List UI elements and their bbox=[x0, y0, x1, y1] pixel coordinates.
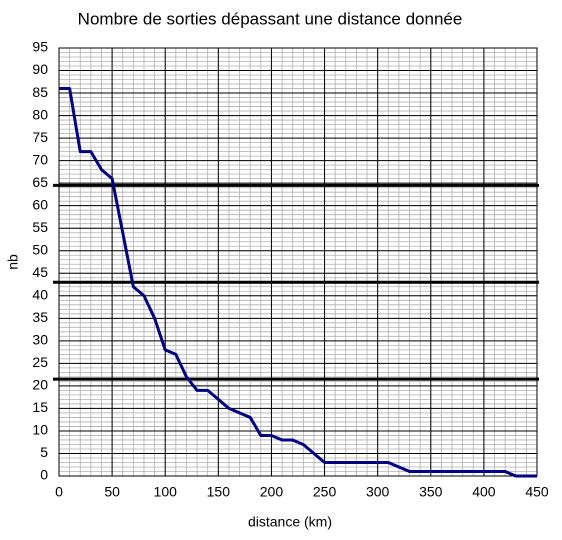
y-tick-label: 80 bbox=[32, 106, 48, 122]
x-tick-label: 100 bbox=[154, 484, 178, 500]
plot-border bbox=[58, 47, 538, 477]
y-tick-label: 25 bbox=[32, 354, 48, 370]
chart-title: Nombre de sorties dépassant une distance… bbox=[78, 9, 463, 28]
y-tick-label: 95 bbox=[32, 39, 48, 55]
x-tick-label: 400 bbox=[472, 484, 496, 500]
x-tick-label: 450 bbox=[525, 484, 549, 500]
y-tick-label: 10 bbox=[32, 422, 48, 438]
x-axis-label: distance (km) bbox=[248, 514, 332, 530]
data-line bbox=[59, 87, 537, 478]
y-tick-label: 5 bbox=[40, 444, 48, 460]
y-tick-label: 60 bbox=[32, 196, 48, 212]
y-tick-label: 30 bbox=[32, 332, 48, 348]
y-tick-label: 90 bbox=[32, 61, 48, 77]
y-tick-label: 0 bbox=[40, 467, 48, 483]
y-tick-label: 65 bbox=[32, 174, 48, 190]
x-tick-label: 300 bbox=[366, 484, 390, 500]
y-tick-label: 40 bbox=[32, 286, 48, 302]
x-tick-label: 50 bbox=[104, 484, 120, 500]
y-tick-label: 75 bbox=[32, 129, 48, 145]
x-tick-label: 350 bbox=[419, 484, 443, 500]
y-tick-label: 70 bbox=[32, 151, 48, 167]
x-tick-label: 0 bbox=[55, 484, 63, 500]
x-tick-label: 200 bbox=[260, 484, 284, 500]
y-tick-label: 55 bbox=[32, 219, 48, 235]
y-axis-label: nb bbox=[5, 254, 21, 270]
y-tick-label: 20 bbox=[32, 377, 48, 393]
y-tick-label: 35 bbox=[32, 309, 48, 325]
y-tick-label: 15 bbox=[32, 399, 48, 415]
plot-area bbox=[59, 48, 537, 476]
y-tick-label: 85 bbox=[32, 84, 48, 100]
y-tick-label: 45 bbox=[32, 264, 48, 280]
x-tick-label: 150 bbox=[207, 484, 231, 500]
y-tick-label: 50 bbox=[32, 241, 48, 257]
x-tick-label: 250 bbox=[313, 484, 337, 500]
